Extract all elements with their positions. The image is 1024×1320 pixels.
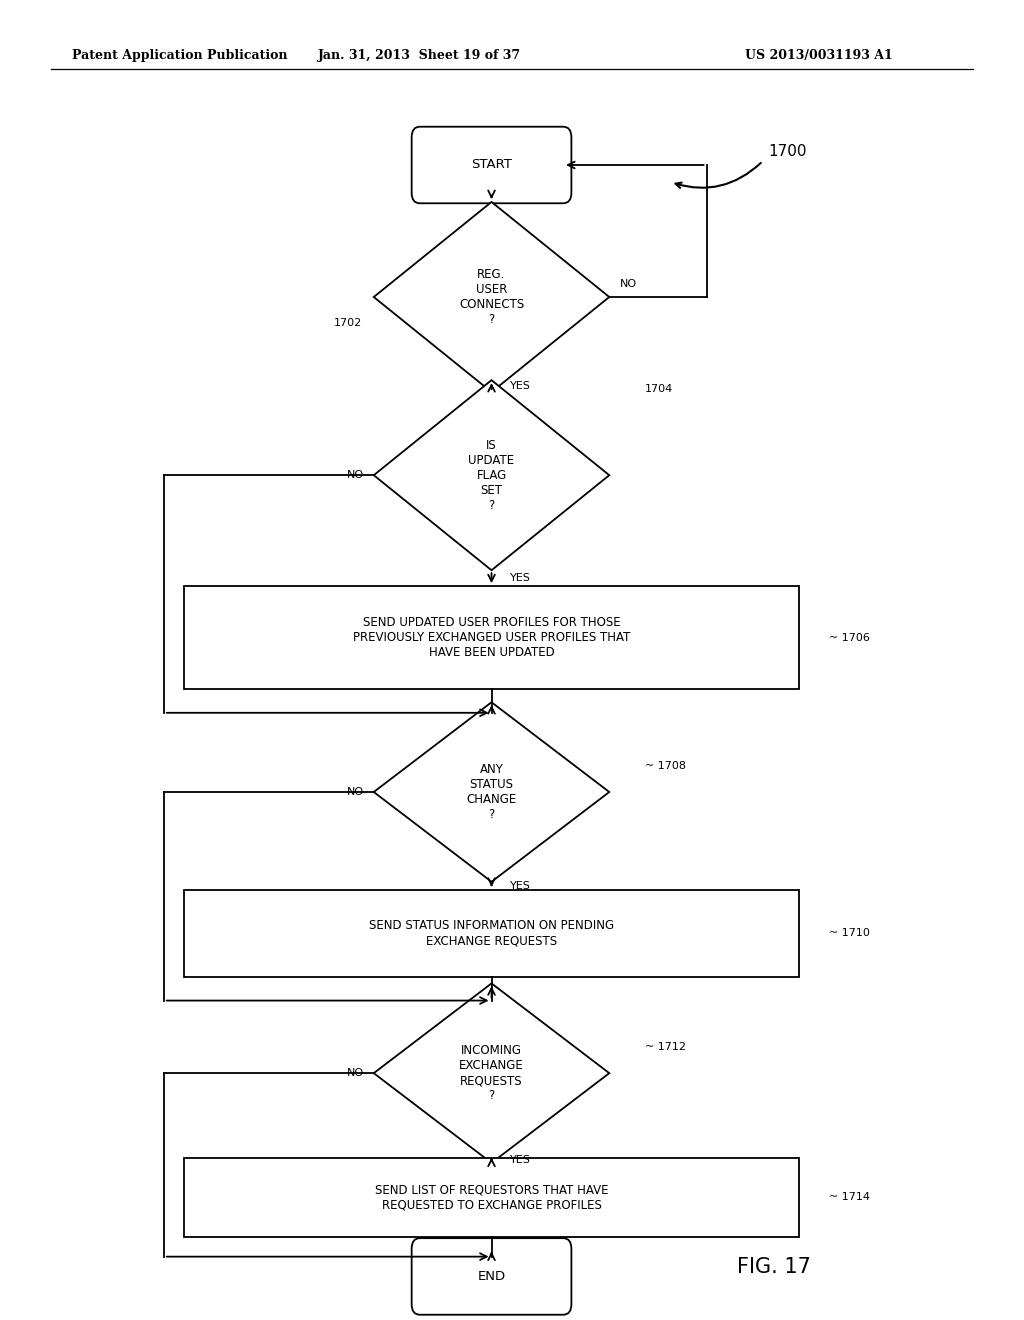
Text: FIG. 17: FIG. 17 [737, 1257, 811, 1278]
Text: SEND LIST OF REQUESTORS THAT HAVE
REQUESTED TO EXCHANGE PROFILES: SEND LIST OF REQUESTORS THAT HAVE REQUES… [375, 1183, 608, 1212]
Text: YES: YES [510, 381, 530, 391]
Text: IS
UPDATE
FLAG
SET
?: IS UPDATE FLAG SET ? [468, 438, 515, 512]
Text: ~ 1708: ~ 1708 [645, 760, 686, 771]
Text: NO: NO [346, 787, 364, 797]
Text: ~ 1710: ~ 1710 [829, 928, 870, 939]
Text: ANY
STATUS
CHANGE
?: ANY STATUS CHANGE ? [466, 763, 517, 821]
Bar [184, 890, 799, 977]
Polygon shape [374, 983, 609, 1163]
Text: 1702: 1702 [334, 318, 362, 329]
FancyBboxPatch shape [412, 1238, 571, 1315]
Text: YES: YES [510, 880, 530, 891]
Bar [184, 586, 799, 689]
Text: Patent Application Publication: Patent Application Publication [72, 49, 287, 62]
Text: SEND UPDATED USER PROFILES FOR THOSE
PREVIOUSLY EXCHANGED USER PROFILES THAT
HAV: SEND UPDATED USER PROFILES FOR THOSE PRE… [353, 616, 630, 659]
Text: Jan. 31, 2013  Sheet 19 of 37: Jan. 31, 2013 Sheet 19 of 37 [318, 49, 521, 62]
Text: US 2013/0031193 A1: US 2013/0031193 A1 [745, 49, 893, 62]
Text: ~ 1714: ~ 1714 [829, 1192, 870, 1203]
Polygon shape [374, 202, 609, 392]
Polygon shape [374, 702, 609, 882]
Text: END: END [477, 1270, 506, 1283]
Text: 1704: 1704 [645, 384, 674, 395]
Text: REG.
USER
CONNECTS
?: REG. USER CONNECTS ? [459, 268, 524, 326]
Text: INCOMING
EXCHANGE
REQUESTS
?: INCOMING EXCHANGE REQUESTS ? [459, 1044, 524, 1102]
Text: START: START [471, 158, 512, 172]
Bar [184, 1158, 799, 1237]
Text: ~ 1712: ~ 1712 [645, 1041, 686, 1052]
Text: ~ 1706: ~ 1706 [829, 632, 870, 643]
Text: YES: YES [510, 1155, 530, 1166]
Polygon shape [374, 380, 609, 570]
Text: NO: NO [620, 279, 637, 289]
FancyBboxPatch shape [412, 127, 571, 203]
Text: SEND STATUS INFORMATION ON PENDING
EXCHANGE REQUESTS: SEND STATUS INFORMATION ON PENDING EXCHA… [369, 919, 614, 948]
Text: NO: NO [346, 470, 364, 480]
Text: 1700: 1700 [768, 144, 807, 160]
Text: YES: YES [510, 573, 530, 583]
Text: NO: NO [346, 1068, 364, 1078]
